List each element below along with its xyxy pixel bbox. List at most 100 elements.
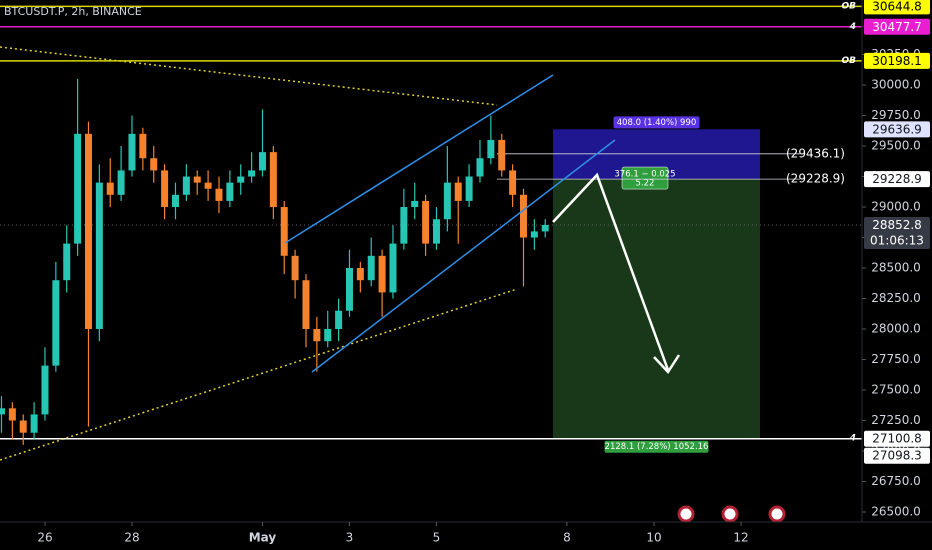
y-tick-label: 28000.0 bbox=[871, 322, 921, 336]
candle-body bbox=[30, 414, 38, 433]
candle-body bbox=[530, 231, 538, 238]
y-tick-label: 27750.0 bbox=[871, 352, 921, 366]
annotation-label: (29228.9) bbox=[786, 172, 845, 186]
price-label: 30198.1 bbox=[872, 54, 922, 68]
candle-body bbox=[74, 133, 82, 244]
candle-body bbox=[335, 310, 343, 330]
stop-zone bbox=[553, 179, 760, 439]
x-tick-label: 10 bbox=[646, 531, 661, 545]
price-label: 29228.9 bbox=[872, 172, 922, 186]
label-bg bbox=[613, 116, 700, 129]
candle-body bbox=[324, 329, 332, 342]
y-tick-label: 29500.0 bbox=[871, 139, 921, 153]
y-tick-label: 27500.0 bbox=[871, 383, 921, 397]
candle-body bbox=[161, 170, 169, 208]
target-label: 408.0 (1.40%) 990 bbox=[617, 118, 697, 128]
drawings bbox=[0, 46, 786, 523]
x-tick-label: 26 bbox=[37, 531, 52, 545]
candle-body bbox=[345, 268, 353, 311]
price-label-bg bbox=[864, 430, 930, 447]
candle-body bbox=[19, 420, 27, 433]
candle-body bbox=[248, 170, 256, 177]
y-tick-label: 28500.0 bbox=[871, 261, 921, 275]
candle-body bbox=[171, 194, 179, 208]
candle-body bbox=[313, 329, 321, 342]
center-label: 5.22 bbox=[636, 179, 655, 189]
candle-body bbox=[487, 139, 495, 159]
channel-line bbox=[284, 74, 554, 244]
y-tick-label: 26500.0 bbox=[871, 504, 921, 518]
candle-body bbox=[269, 152, 277, 208]
candle-body bbox=[519, 194, 527, 238]
price-label: 27098.3 bbox=[872, 449, 922, 463]
candle-body bbox=[193, 176, 201, 183]
candle-body bbox=[84, 133, 92, 330]
candle-body bbox=[465, 176, 473, 201]
y-tick-label: 27250.0 bbox=[871, 413, 921, 427]
stop-label: 2128.1 (7.28%) 1052.16 bbox=[605, 442, 709, 452]
x-tick-label: May bbox=[249, 531, 277, 545]
arrow bbox=[552, 172, 670, 371]
price-label: 28852.8 bbox=[872, 218, 922, 232]
event-icon bbox=[768, 505, 786, 523]
candle-body bbox=[400, 207, 408, 244]
candle-body bbox=[258, 152, 266, 171]
candle-body bbox=[302, 280, 310, 330]
x-tick-label: 5 bbox=[433, 531, 441, 545]
y-tick-label: 26750.0 bbox=[871, 474, 921, 488]
price-label: 29636.9 bbox=[872, 122, 922, 136]
candle-body bbox=[117, 170, 125, 195]
price-label-bg bbox=[864, 18, 930, 35]
price-label-bg bbox=[864, 447, 930, 464]
candle-body bbox=[454, 182, 462, 201]
event-icon bbox=[677, 505, 695, 523]
candle-body bbox=[95, 182, 103, 330]
price-label-bg bbox=[864, 171, 930, 188]
candle-body bbox=[509, 170, 517, 195]
y-tick-label: 30000.0 bbox=[871, 78, 921, 92]
price-label-bg bbox=[864, 121, 930, 138]
countdown: 01:06:13 bbox=[870, 233, 924, 247]
candle-body bbox=[182, 176, 190, 195]
candle-body bbox=[106, 182, 114, 195]
candle-body bbox=[237, 176, 245, 183]
price-label-bg bbox=[864, 0, 930, 15]
candle-body bbox=[432, 219, 440, 244]
trend-line bbox=[0, 288, 518, 461]
price-label: 30644.8 bbox=[872, 0, 922, 13]
candle-body bbox=[63, 243, 71, 281]
x-tick-label: 8 bbox=[563, 531, 571, 545]
symbol-header: BTCUSDT.P, 2h, BINANCE bbox=[4, 5, 142, 18]
arrow-head bbox=[653, 354, 681, 375]
candle-body bbox=[291, 255, 299, 281]
candle-body bbox=[476, 158, 484, 177]
center-label: 376.1 − 0.025 bbox=[614, 170, 675, 180]
candle-body bbox=[139, 133, 147, 159]
line-tag: 4 bbox=[849, 434, 856, 444]
candle-body bbox=[411, 200, 419, 208]
candle-body bbox=[367, 255, 375, 281]
label-bg bbox=[604, 440, 709, 453]
y-tick-label: 28250.0 bbox=[871, 291, 921, 305]
channel-line bbox=[311, 139, 616, 373]
x-tick-label: 3 bbox=[346, 531, 354, 545]
price-label-bg bbox=[864, 52, 930, 69]
y-tick-label: 29750.0 bbox=[871, 108, 921, 122]
candle-body bbox=[128, 133, 136, 171]
x-tick-label: 28 bbox=[124, 531, 139, 545]
trend-line bbox=[0, 46, 498, 106]
candle-body bbox=[226, 182, 234, 201]
candle-body bbox=[422, 200, 430, 244]
candle-body bbox=[215, 188, 223, 201]
annotation-label: (29436.1) bbox=[786, 146, 845, 160]
candle-body bbox=[443, 182, 451, 220]
candle-body bbox=[498, 139, 506, 171]
x-tick-label: 12 bbox=[733, 531, 748, 545]
event-icon bbox=[721, 505, 739, 523]
price-label-bg bbox=[864, 216, 930, 249]
candle-body bbox=[356, 268, 364, 281]
candle-body bbox=[150, 158, 158, 171]
candle-body bbox=[52, 280, 60, 366]
